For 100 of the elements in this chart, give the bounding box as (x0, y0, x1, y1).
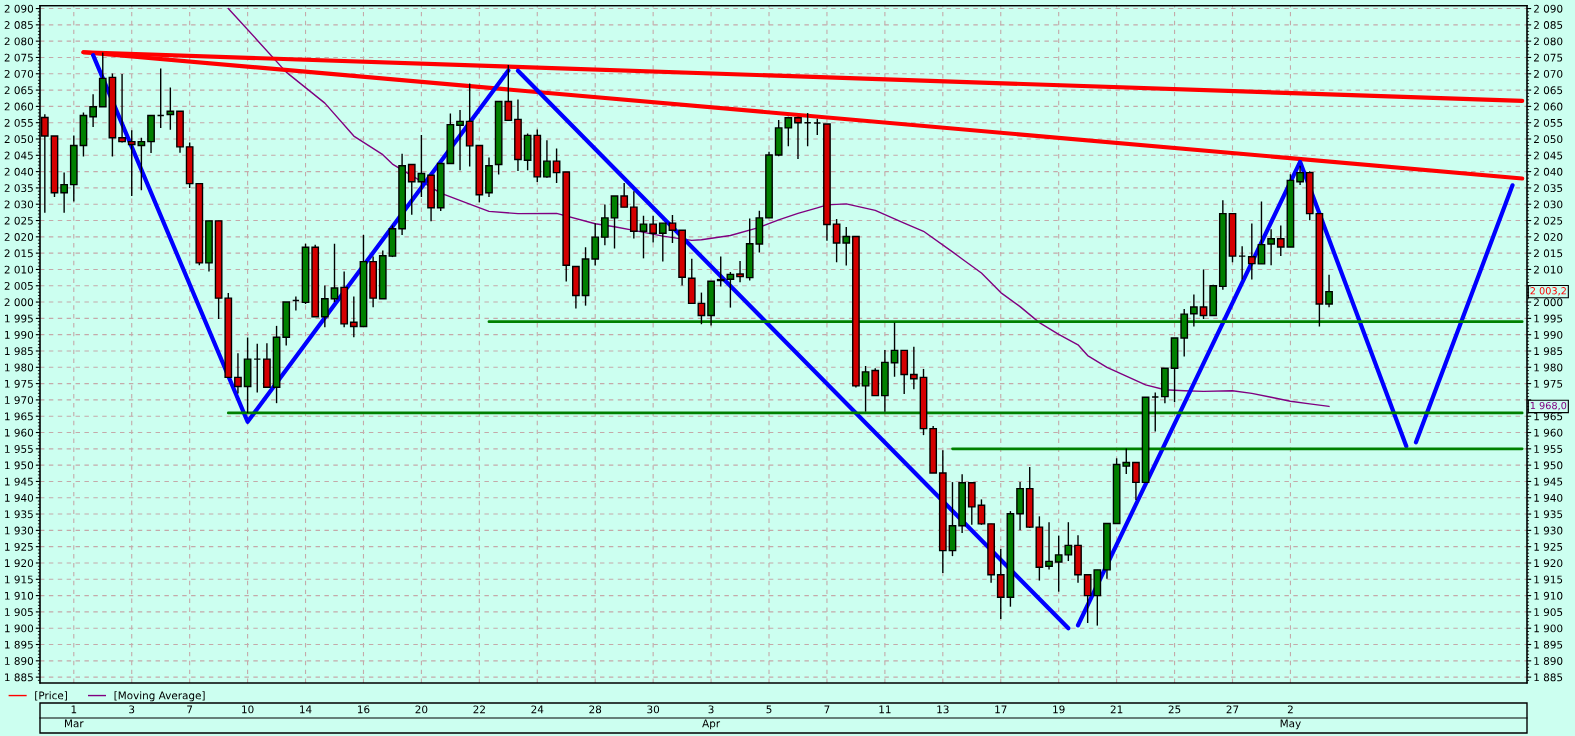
y-tick-label: 1 955 (5, 445, 33, 453)
x-tick-label: 27 (1226, 705, 1239, 714)
y-tick-label: 2 085 (4, 21, 33, 29)
y-tick-label: 2 090 (4, 4, 34, 13)
y2-tick-label: 2 090 (1534, 4, 1563, 13)
y-tick-label: 1 945 (5, 477, 33, 486)
x-tick-label: 21 (1110, 705, 1123, 714)
x-tick-label: 14 (300, 705, 312, 714)
y-tick-label: 2 055 (4, 118, 33, 127)
y2-tick-label: 1 885 (1534, 673, 1563, 682)
y2-tick-label: 1 990 (1534, 330, 1563, 339)
x-tick-label: 2 May (1280, 705, 1301, 730)
x-tick-label: 11 (879, 705, 891, 714)
y2-tick-label: 2 050 (1534, 135, 1563, 144)
y-tick-label: 1 890 (5, 657, 34, 665)
y-tick-label: 2 020 (4, 233, 34, 241)
y-tick-label: 1 930 (5, 526, 34, 535)
y-tick-label: 2 000 (4, 298, 34, 307)
y2-tick-label: 2 035 (1534, 184, 1563, 193)
y-tick-label: 1 925 (5, 542, 33, 551)
y2-tick-label: 1 895 (1534, 640, 1563, 649)
y2-tick-label: 2 055 (1534, 118, 1563, 127)
y2-tick-label: 2 070 (1534, 69, 1563, 78)
x-tick-label: 17 (995, 705, 1007, 714)
y2-tick-label: 1 940 (1534, 493, 1563, 502)
x-tick-label: 22 (473, 705, 485, 714)
y-tick-label: 1 985 (5, 347, 33, 356)
y-tick-label: 2 045 (4, 151, 33, 160)
x-tick-label: 28 (589, 705, 602, 714)
y2-tick-label: 1 980 (1534, 363, 1563, 372)
y-tick-label: 2 080 (4, 37, 34, 46)
y2-tick-label: 2 000 (1534, 298, 1563, 307)
y-tick-label: 1 975 (5, 379, 33, 388)
y-tick-label: 2 065 (4, 86, 33, 95)
y2-tick-label: 1 915 (1534, 575, 1563, 584)
annotation: 1 968,0 (1530, 401, 1567, 411)
y2-tick-label: 1 900 (1534, 624, 1563, 633)
y-tick-label: 2 050 (4, 135, 34, 144)
y2-tick-label: 2 075 (1534, 53, 1563, 62)
y-tick-label: 2 005 (4, 281, 33, 290)
y2-tick-label: 1 960 (1534, 428, 1563, 437)
y-tick-label: 1 915 (5, 575, 33, 584)
legend-label: [Moving Average] (114, 691, 205, 702)
x-tick-label: 20 (415, 705, 428, 714)
x-tick-label: 19 (1053, 705, 1065, 714)
y-tick-label: 1 900 (5, 624, 34, 633)
y2-tick-label: 2 010 (1534, 265, 1563, 274)
x-tick-label: 5 (766, 705, 772, 714)
y2-tick-label: 1 935 (1534, 510, 1563, 519)
y2-tick-label: 2 025 (1534, 216, 1563, 225)
y-tick-label: 1 940 (5, 493, 34, 502)
y-tick-label: 1 885 (5, 673, 33, 682)
y-tick-label: 2 030 (4, 200, 34, 209)
y2-tick-label: 1 985 (1534, 347, 1563, 356)
y2-tick-label: 1 930 (1534, 526, 1563, 535)
y2-tick-label: 1 925 (1534, 542, 1563, 551)
y-tick-label: 1 935 (5, 510, 33, 519)
y2-tick-label: 2 085 (1534, 21, 1563, 29)
y-tick-label: 1 950 (5, 461, 34, 470)
y2-tick-label: 1 920 (1534, 559, 1563, 568)
y2-tick-label: 1 955 (1534, 445, 1563, 453)
y-tick-label: 1 990 (5, 330, 34, 339)
y-tick-label: 2 010 (4, 265, 34, 274)
y2-tick-label: 1 890 (1534, 657, 1563, 665)
y2-tick-label: 1 995 (1534, 314, 1563, 323)
y-tick-label: 1 995 (5, 314, 33, 323)
y2-tick-label: 2 015 (1534, 249, 1563, 258)
y-tick-label: 1 910 (5, 591, 34, 600)
y2-tick-label: 2 065 (1534, 86, 1563, 95)
y-tick-label: 1 960 (5, 428, 34, 437)
y-tick-label: 1 970 (5, 396, 34, 405)
y-tick-label: 1 980 (5, 363, 34, 372)
y-tick-label: 2 015 (4, 249, 33, 258)
y2-tick-label: 1 950 (1534, 461, 1563, 470)
y2-tick-label: 2 060 (1534, 102, 1563, 111)
y2-tick-label: 2 080 (1534, 37, 1563, 46)
x-tick-label: 7 (187, 705, 193, 714)
y-tick-label: 2 025 (4, 216, 33, 225)
y2-tick-label: 1 905 (1534, 608, 1563, 617)
x-tick-label: 24 (531, 705, 544, 714)
y2-tick-label: 2 030 (1534, 200, 1563, 209)
x-tick-label: 30 (647, 705, 660, 714)
y2-tick-label: 2 045 (1534, 151, 1563, 160)
y-tick-label: 1 905 (5, 608, 33, 617)
y2-tick-label: 2 020 (1534, 233, 1563, 241)
text: [Price] (35, 691, 67, 701)
x-tick-label: 25 (1168, 705, 1181, 714)
y2-tick-label: 1 945 (1534, 477, 1563, 486)
x-tick-label: 10 (242, 705, 254, 714)
y-tick-label: 2 075 (4, 53, 33, 62)
annotation: 2 003,2 (1530, 287, 1566, 296)
y-tick-label: 1 965 (5, 412, 33, 421)
y-tick-label: 2 040 (4, 167, 34, 176)
y-tick-label: 1 920 (5, 559, 34, 568)
x-tick-label: 7 (824, 705, 830, 714)
x-tick-label: 13 (937, 705, 949, 714)
y-tick-label: 2 070 (4, 69, 34, 78)
x-tick-label: 3 Apr (702, 705, 721, 730)
x-tick-label: 1 Mar (64, 705, 84, 728)
y2-tick-label: 1 975 (1534, 379, 1563, 388)
